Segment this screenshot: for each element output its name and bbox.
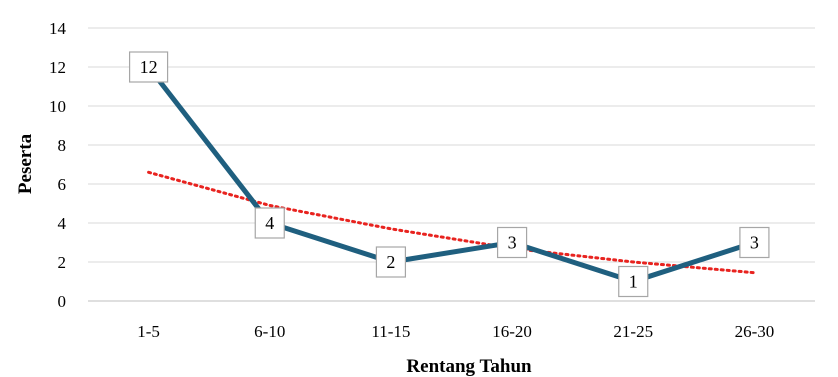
- data-label-value: 3: [750, 233, 759, 253]
- data-label: 12: [128, 51, 169, 83]
- data-label: 3: [739, 226, 770, 259]
- data-label-value: 12: [140, 57, 158, 77]
- x-tick-label: 26-30: [735, 322, 775, 341]
- data-label: 2: [375, 246, 407, 278]
- y-tick-label: 2: [58, 253, 67, 272]
- data-label: 3: [496, 226, 528, 259]
- x-tick-label: 16-20: [492, 322, 532, 341]
- series-line: [146, 65, 756, 284]
- y-tick-label: 6: [58, 175, 67, 194]
- data-label-box: [496, 226, 528, 259]
- x-tick-label: 11-15: [371, 322, 410, 341]
- y-tick-label: 12: [49, 58, 66, 77]
- data-label-box: [128, 51, 169, 83]
- data-label-value: 2: [386, 252, 395, 272]
- x-tick-label: 21-25: [613, 322, 653, 341]
- y-tick-label: 4: [58, 214, 67, 233]
- x-axis-ticks: 1-5 6-10 11-15 16-20 21-25 26-30: [137, 322, 774, 341]
- data-label-value: 1: [629, 272, 638, 292]
- x-tick-label: 1-5: [137, 322, 160, 341]
- x-tick-label: 6-10: [254, 322, 285, 341]
- y-tick-label: 14: [49, 19, 67, 38]
- y-axis-ticks: 0 2 4 6 8 10 12 14: [49, 19, 67, 311]
- data-label-box: [739, 226, 770, 259]
- data-label-box: [618, 265, 649, 298]
- data-labels: 12 4 2 3 1 3: [128, 51, 770, 298]
- data-label-value: 4: [265, 213, 274, 233]
- data-label-box: [375, 246, 407, 278]
- y-tick-label: 10: [49, 97, 66, 116]
- y-tick-label: 8: [58, 136, 67, 155]
- y-axis-title: Peserta: [15, 133, 36, 194]
- x-axis-title: Rentang Tahun: [406, 356, 532, 377]
- series-layer: [146, 64, 757, 284]
- data-label: 4: [254, 207, 285, 239]
- data-label-value: 3: [508, 233, 517, 253]
- data-label-box: [254, 207, 285, 239]
- data-label: 1: [618, 265, 649, 298]
- y-tick-label: 0: [58, 292, 67, 311]
